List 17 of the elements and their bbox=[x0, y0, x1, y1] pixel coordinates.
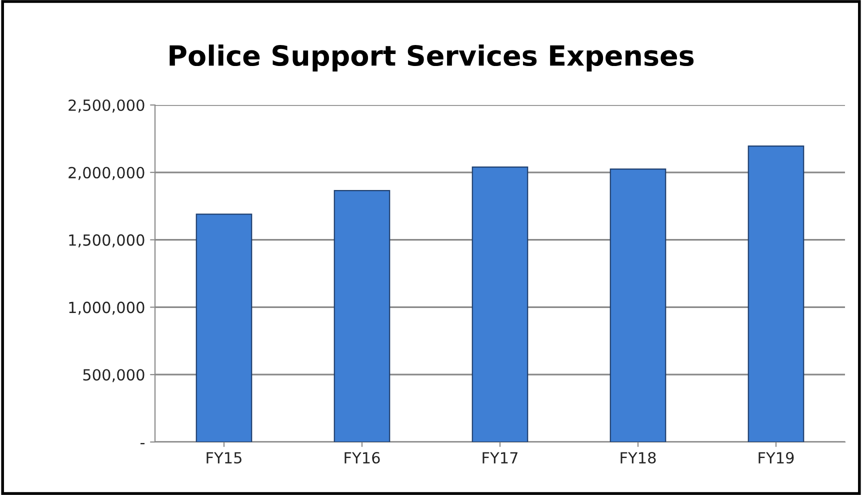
y-tick-label: 1,500,000 bbox=[69, 234, 144, 248]
y-tick-label: 2,000,000 bbox=[68, 166, 144, 180]
x-tick-label: FY19 bbox=[758, 452, 794, 464]
y-tick-label: 2,500,000 bbox=[68, 99, 144, 113]
x-tick-label: FY16 bbox=[344, 452, 380, 464]
bar bbox=[196, 214, 252, 442]
x-tick-label: FY15 bbox=[206, 452, 242, 464]
bar bbox=[748, 146, 804, 442]
bar bbox=[472, 166, 528, 442]
y-tick-label: 1,000,000 bbox=[69, 302, 144, 315]
bar bbox=[610, 168, 666, 442]
x-tick-label: FY18 bbox=[620, 452, 656, 464]
bar bbox=[334, 190, 390, 442]
y-tick-label: 500,000 bbox=[83, 369, 144, 382]
y-tick-label: - bbox=[140, 443, 145, 444]
chart-title: Police Support Services Expenses bbox=[170, 44, 694, 72]
x-tick-label: FY17 bbox=[482, 452, 518, 464]
